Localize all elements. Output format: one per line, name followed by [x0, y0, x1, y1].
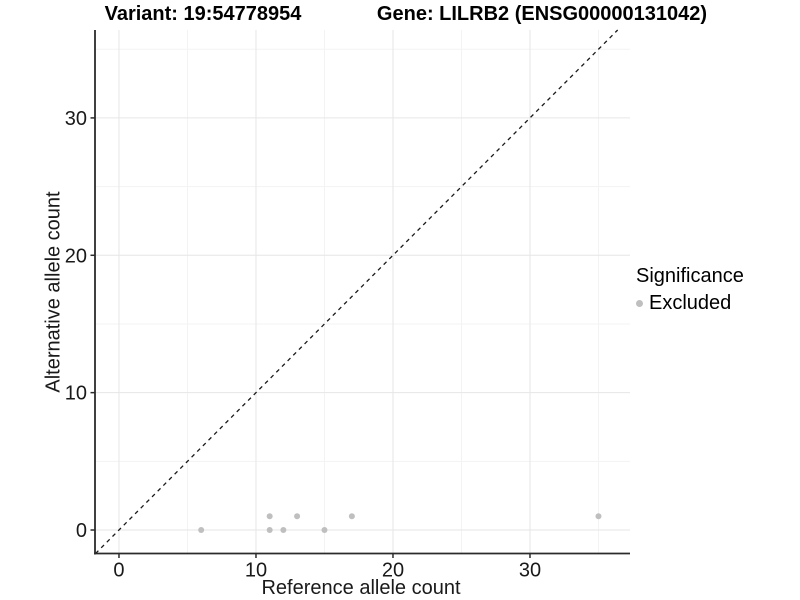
x-tick-label: 20	[382, 560, 404, 582]
x-tick-label: 0	[113, 560, 124, 582]
y-tick-label: 0	[76, 520, 87, 542]
data-point	[294, 513, 301, 520]
y-axis-title: Alternative allele count	[42, 191, 65, 393]
data-point	[198, 527, 205, 534]
legend-key-dot	[636, 299, 643, 307]
legend-item-excluded: Excluded	[636, 291, 744, 315]
y-tick-label: 20	[65, 245, 87, 267]
data-point	[348, 513, 355, 520]
gene-title: Gene: LILRB2 (ENSG00000131042)	[376, 3, 708, 25]
data-point	[266, 513, 273, 520]
data-point	[266, 527, 273, 534]
variant-title: Variant: 19:54778954	[104, 3, 302, 25]
x-tick-label: 30	[519, 560, 541, 582]
y-tick-label: 10	[65, 383, 87, 405]
legend-item-label: Excluded	[649, 292, 732, 314]
data-point	[280, 527, 287, 534]
identity-reference-line	[95, 29, 619, 554]
data-point	[595, 513, 602, 520]
legend: Significance Excluded	[636, 264, 744, 315]
y-tick-label: 30	[65, 108, 87, 130]
x-axis-title: Reference allele count	[261, 577, 461, 599]
data-point	[321, 527, 328, 534]
legend-title: Significance	[636, 265, 744, 287]
x-tick-label: 10	[245, 560, 267, 582]
